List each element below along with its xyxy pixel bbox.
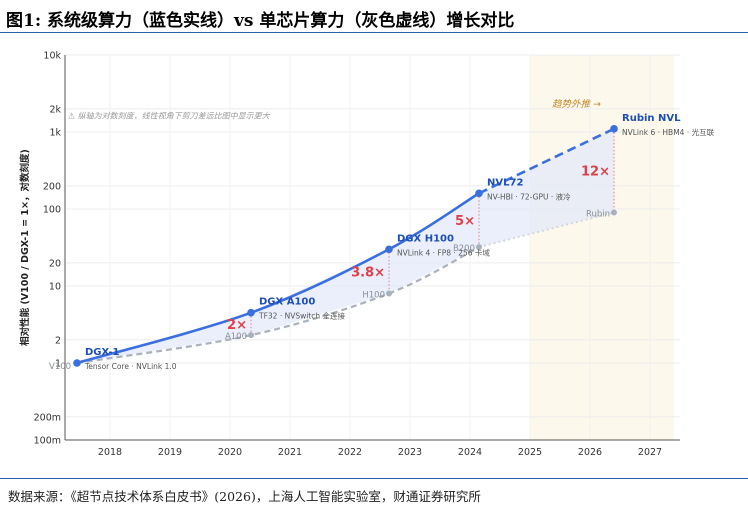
y-tick-label: 100m (34, 436, 61, 447)
ratio-label: 12× (581, 165, 610, 180)
y-tick-label: 200 (43, 181, 61, 192)
log-scale-note: ⚠ 纵轴为对数刻度，线性视角下剪刀差远比图中显示更大 (68, 111, 271, 120)
chip-label: H100 (362, 290, 385, 300)
y-tick-label: 100 (43, 205, 61, 216)
x-tick-label: 2027 (638, 447, 662, 458)
x-tick-label: 2022 (338, 447, 362, 458)
system-marker (475, 189, 483, 198)
chip-label: A100 (225, 332, 247, 342)
y-tick-label: 1 (55, 359, 61, 370)
ratio-label: 3.8× (351, 265, 385, 280)
x-tick-label: 2019 (158, 447, 182, 458)
title-divider (0, 32, 748, 33)
system-sublabel: NVLink 6 · HBM4 · 光互联 (622, 127, 715, 137)
chip-forecast-line (478, 211, 615, 249)
forecast-label: 趋势外推 → (552, 99, 601, 110)
chip-label: B200 (453, 244, 475, 254)
chip-line (76, 246, 480, 365)
system-label: DGX A100 (259, 297, 315, 308)
x-tick-label: 2025 (518, 447, 542, 458)
y-tick-label: 20 (49, 258, 61, 269)
ratio-label: 2× (227, 318, 247, 333)
chip-marker (386, 290, 392, 297)
chip-marker (611, 209, 617, 216)
x-tick-label: 2024 (458, 447, 482, 458)
system-label: NVL72 (487, 177, 523, 188)
system-marker (73, 359, 81, 367)
y-axis-label: 相对性能 (V100 / DGX-1 = 1×，对数刻度) (19, 149, 31, 346)
x-tick-label: 2020 (218, 447, 242, 458)
y-tick-label: 1k (49, 128, 61, 139)
x-tick-label: 2018 (98, 447, 122, 458)
system-label: DGX H100 (397, 233, 454, 244)
system-sublabel: Tensor Core · NVLink 1.0 (84, 362, 177, 371)
y-tick-label: 10 (49, 282, 61, 293)
chip-marker (248, 332, 254, 339)
footer-divider (0, 478, 748, 479)
system-label: Rubin NVL (622, 113, 681, 124)
chip-marker (476, 244, 482, 251)
system-forecast-line (478, 127, 615, 195)
page-title: 图1: 系统级算力（蓝色实线）vs 单芯片算力（灰色虚线）增长对比 (6, 11, 515, 31)
x-tick-label: 2021 (278, 447, 302, 458)
system-sublabel: NVLink 4 · FP8 · 256 卡域 (397, 247, 490, 257)
system-label: DGX-1 (85, 347, 120, 358)
y-tick-label: 2k (49, 104, 61, 115)
y-tick-label: 10k (43, 51, 61, 62)
chip-label: Rubin (586, 210, 610, 220)
source-note: 数据来源：《超节点技术体系白皮书》(2026)，上海人工智能实验室，财通证券研究… (8, 489, 481, 504)
chip-label: V100 (49, 362, 71, 372)
y-tick-label: 2 (55, 335, 61, 346)
system-sublabel: TF32 · NVSwitch 全连接 (258, 311, 346, 321)
system-sublabel: NV-HBI · 72-GPU · 液冷 (487, 191, 571, 201)
ratio-label: 5× (455, 214, 475, 229)
system-marker (385, 245, 393, 254)
x-tick-label: 2026 (578, 447, 602, 458)
x-tick-label: 2023 (398, 447, 422, 458)
system-marker (610, 125, 618, 133)
system-marker (247, 308, 255, 317)
system-line (76, 192, 480, 365)
y-tick-label: 200m (34, 412, 61, 423)
